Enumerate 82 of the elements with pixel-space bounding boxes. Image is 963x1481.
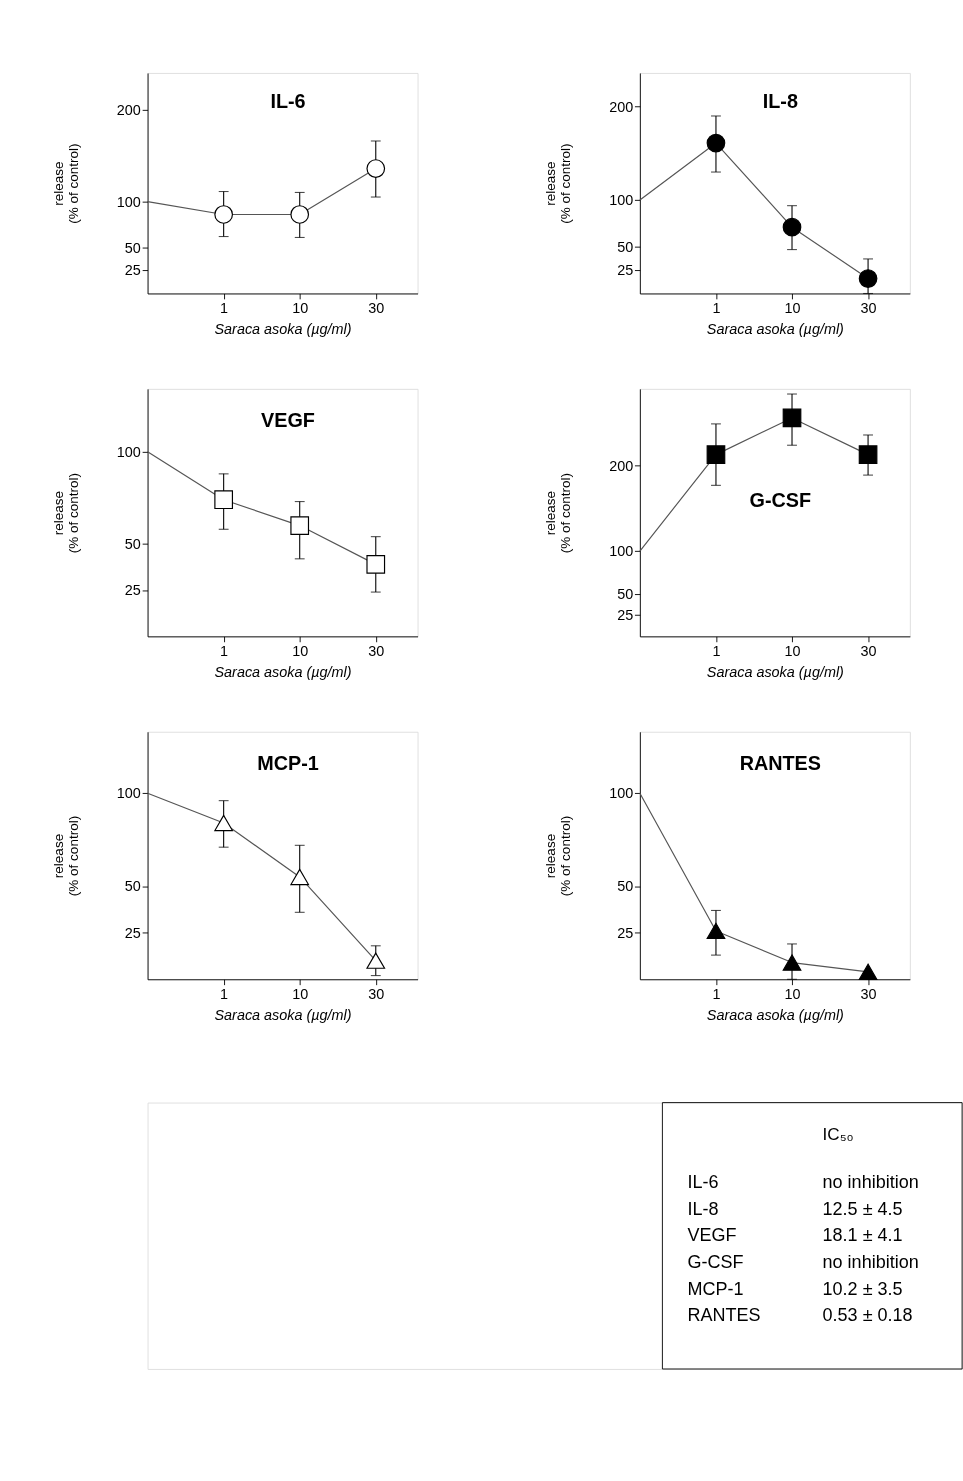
point	[782, 217, 802, 237]
point	[366, 555, 386, 574]
x-tick-label: 10	[784, 299, 801, 316]
x-tick-label: 30	[368, 642, 385, 659]
point	[214, 490, 234, 510]
y-tick-label: 100	[116, 193, 141, 210]
text: IC₅₀	[822, 1124, 854, 1144]
category-label: RANTES	[687, 1305, 761, 1326]
text: 0.53 ± 0.18	[822, 1305, 913, 1326]
y-axis-title: release (% of control)	[543, 472, 574, 554]
y-axis-title: release (% of control)	[543, 815, 574, 897]
y-tick-label: 25	[617, 924, 634, 941]
x-tick-label: 30	[860, 642, 877, 659]
x-tick-label: 10	[784, 642, 801, 659]
x-tick-label: 30	[860, 985, 877, 1002]
point	[706, 133, 726, 153]
x-axis-title: Saraca asoka (µg/ml)	[214, 321, 352, 338]
point	[706, 922, 726, 940]
x-axis-title: Saraca asoka (µg/ml)	[706, 1007, 844, 1024]
y-tick-label: 50	[617, 585, 634, 602]
y-tick-label: 200	[609, 98, 634, 115]
text: no inhibition	[822, 1252, 919, 1273]
x-axis-title: Saraca asoka (µg/ml)	[214, 1007, 352, 1024]
text: 12.5 ± 4.5	[822, 1198, 903, 1219]
y-axis-title: release (% of control)	[50, 472, 82, 554]
y-tick-label: 200	[609, 457, 634, 474]
x-tick-label: 30	[860, 299, 877, 316]
x-tick-label: 1	[220, 299, 229, 316]
y-tick-label: 100	[116, 443, 141, 460]
x-tick-label: 30	[368, 299, 385, 316]
category-label: MCP-1	[687, 1278, 744, 1299]
point	[782, 954, 802, 971]
text: IL-6	[270, 89, 306, 112]
category-label: G-CSF	[687, 1252, 744, 1273]
x-tick-label: 10	[784, 985, 801, 1002]
y-tick-label: 50	[124, 878, 141, 895]
x-tick-label: 1	[712, 642, 721, 659]
y-tick-label: 200	[116, 101, 141, 118]
y-axis-title: release (% of control)	[50, 143, 82, 224]
category-label: IL-6	[687, 1172, 719, 1193]
y-tick-label: 50	[124, 239, 141, 256]
y-tick-label: 25	[617, 262, 634, 279]
x-tick-label: 10	[292, 642, 309, 659]
y-tick-label: 50	[617, 878, 634, 895]
y-tick-label: 25	[124, 924, 141, 941]
text: 18.1 ± 4.1	[822, 1225, 903, 1246]
category-label: IL-8	[687, 1198, 719, 1219]
x-tick-label: 1	[712, 299, 721, 316]
x-tick-label: 1	[220, 642, 229, 659]
y-tick-label: 25	[124, 262, 141, 279]
text: VEGF	[261, 409, 315, 432]
text: no inhibition	[822, 1172, 919, 1193]
category-label: VEGF	[687, 1225, 737, 1246]
y-axis-title: release (% of control)	[50, 815, 82, 897]
x-tick-label: 1	[220, 985, 229, 1002]
text: IL-8	[762, 89, 798, 112]
x-axis-title: Saraca asoka (µg/ml)	[706, 664, 844, 681]
x-axis-title: Saraca asoka (µg/ml)	[214, 664, 352, 681]
y-tick-label: 100	[116, 785, 141, 802]
text: MCP-1	[257, 752, 319, 775]
y-tick-label: 25	[124, 582, 141, 599]
y-tick-label: 100	[609, 543, 634, 560]
x-tick-label: 30	[368, 985, 385, 1002]
y-tick-label: 50	[617, 238, 634, 255]
x-tick-label: 10	[292, 299, 309, 316]
point	[290, 516, 310, 535]
x-axis-title: Saraca asoka (µg/ml)	[706, 321, 844, 338]
x-tick-label: 10	[292, 985, 309, 1002]
point	[214, 814, 234, 832]
point	[290, 868, 310, 886]
y-tick-label: 100	[609, 785, 634, 802]
point	[858, 963, 878, 981]
y-tick-label: 25	[617, 607, 634, 624]
y-tick-label: 100	[609, 192, 634, 209]
point	[858, 269, 878, 288]
text: G-CSF	[749, 488, 812, 511]
text: 10.2 ± 3.5	[822, 1278, 903, 1299]
x-tick-label: 1	[712, 985, 721, 1002]
y-tick-label: 50	[124, 536, 141, 552]
point	[366, 952, 386, 969]
y-axis-title: release (% of control)	[543, 143, 574, 224]
text: RANTES	[739, 752, 821, 775]
